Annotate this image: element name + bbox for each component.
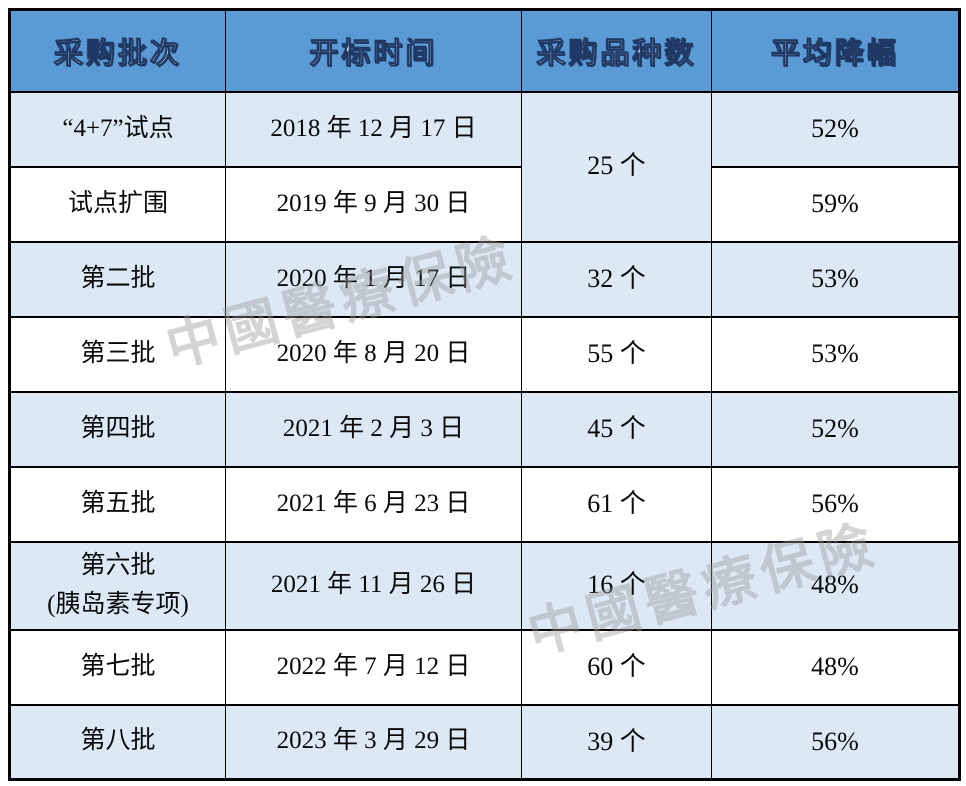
table-body: “4+7”试点 2018 年 12 月 17 日 25 个 52% 试点扩围 2019 年… — [9, 90, 960, 781]
count-cell: 60 个 — [521, 628, 712, 706]
batch-cell: 第八批 — [9, 703, 226, 781]
reduction-cell: 59% — [711, 165, 960, 243]
header-row: 采购批次 开标时间 采购品种数 平均降幅 — [9, 8, 960, 93]
reduction-cell: 52% — [711, 90, 960, 168]
batch-cell: “4+7”试点 — [9, 90, 226, 168]
reduction-cell: 56% — [711, 703, 960, 781]
table-row: “4+7”试点 2018 年 12 月 17 日 25 个 52% — [9, 90, 960, 243]
batch-cell: 第二批 — [9, 240, 226, 318]
date-cell: 2020 年 1 月 17 日 — [225, 240, 522, 318]
table-row: 第七批 2022 年 7 月 12 日 60 个 48% — [9, 628, 960, 706]
header-cell-reduction: 平均降幅 — [711, 8, 960, 93]
batch-cell: 试点扩围 — [9, 165, 226, 243]
table-row: 第三批 2020 年 8 月 20 日 55 个 53% — [9, 315, 960, 393]
count-cell: 32 个 — [521, 240, 712, 318]
count-cell: 55 个 — [521, 315, 712, 393]
table-row: 第五批 2021 年 6 月 23 日 61 个 56% — [9, 465, 960, 543]
batch-cell: 第七批 — [9, 628, 226, 706]
batch-cell: 第六批 (胰岛素专项) — [9, 540, 226, 631]
count-cell: 61 个 — [521, 465, 712, 543]
batch-cell: 第五批 — [9, 465, 226, 543]
batch-cell: 第四批 — [9, 390, 226, 468]
count-cell: 16 个 — [521, 540, 712, 631]
date-cell: 2018 年 12 月 17 日 — [225, 90, 522, 168]
reduction-cell: 48% — [711, 628, 960, 706]
batch-cell: 第三批 — [9, 315, 226, 393]
date-cell: 2021 年 11 月 26 日 — [225, 540, 522, 631]
reduction-cell: 53% — [711, 315, 960, 393]
table-row: 第二批 2020 年 1 月 17 日 32 个 53% — [9, 240, 960, 318]
table-row: 第六批 (胰岛素专项) 2021 年 11 月 26 日 16 个 48% — [9, 540, 960, 631]
table-row: 试点扩围 2019 年 9 月 30 日 59% — [9, 165, 960, 243]
count-cell: 39 个 — [521, 703, 712, 781]
procurement-table: 采购批次 开标时间 采购品种数 平均降幅 “4+7”试点 2018 年 12 月 … — [8, 8, 961, 781]
table-row: 第八批 2023 年 3 月 29 日 39 个 56% — [9, 703, 960, 781]
date-cell: 2020 年 8 月 20 日 — [225, 315, 522, 393]
header-cell-batch: 采购批次 — [9, 8, 226, 93]
date-cell: 2021 年 6 月 23 日 — [225, 465, 522, 543]
reduction-cell: 56% — [711, 465, 960, 543]
date-cell: 2021 年 2 月 3 日 — [225, 390, 522, 468]
date-cell: 2019 年 9 月 30 日 — [225, 165, 522, 243]
reduction-cell: 52% — [711, 390, 960, 468]
date-cell: 2022 年 7 月 12 日 — [225, 628, 522, 706]
date-cell: 2023 年 3 月 29 日 — [225, 703, 522, 781]
header-cell-count: 采购品种数 — [521, 8, 712, 93]
count-cell: 25 个 — [521, 90, 712, 243]
table-header: 采购批次 开标时间 采购品种数 平均降幅 — [9, 8, 960, 93]
reduction-cell: 53% — [711, 240, 960, 318]
header-cell-date: 开标时间 — [225, 8, 522, 93]
reduction-cell: 48% — [711, 540, 960, 631]
table-row: 第四批 2021 年 2 月 3 日 45 个 52% — [9, 390, 960, 468]
count-cell: 45 个 — [521, 390, 712, 468]
